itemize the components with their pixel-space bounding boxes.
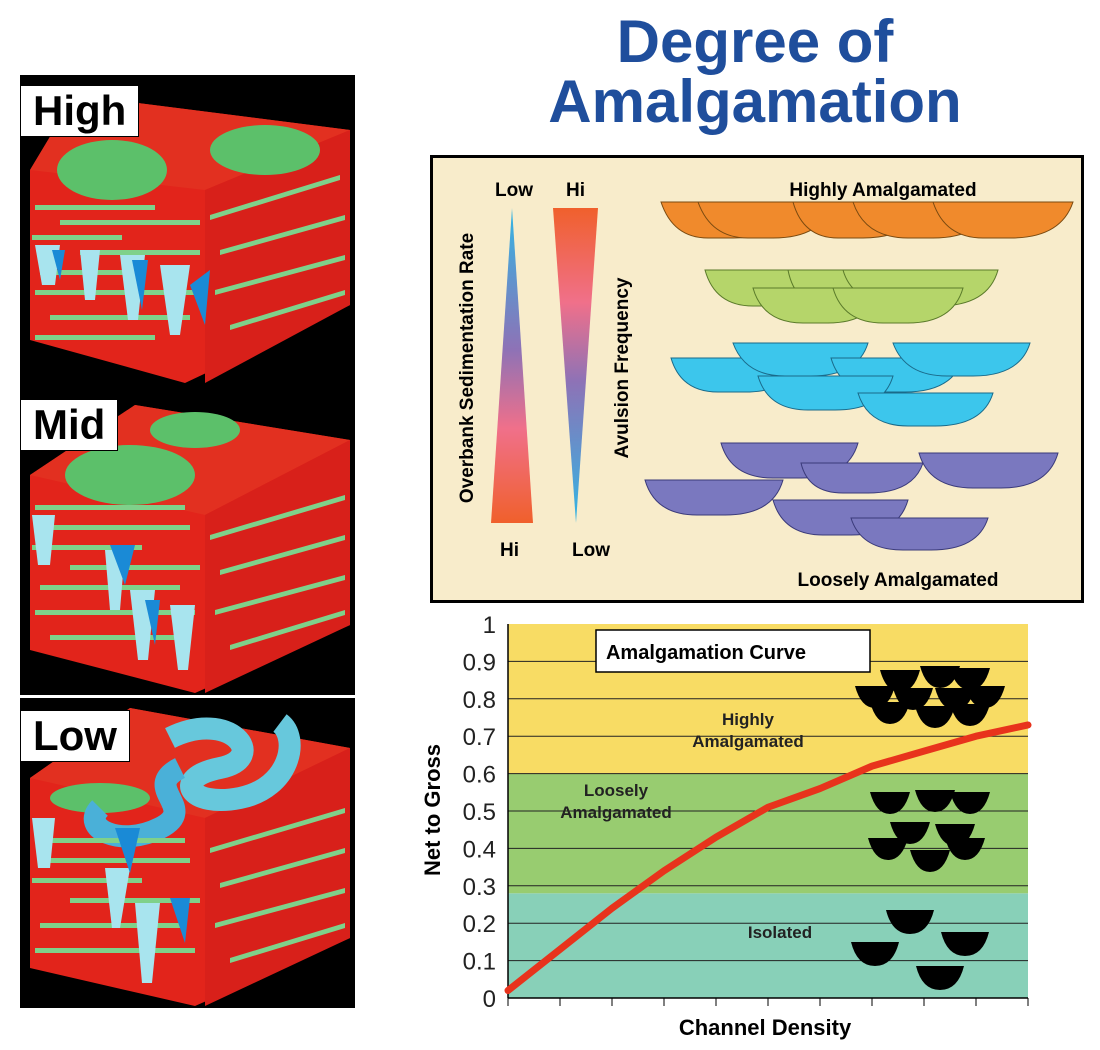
overbank-top-label: Low xyxy=(495,180,533,201)
channel-icon-16 xyxy=(910,850,950,872)
amalgamation-diagram-svg: Low Hi Overbank Sedimentation Rate Avuls… xyxy=(457,180,1074,591)
chart-ytick-label-8: 0.8 xyxy=(463,687,496,714)
chart-ytick-label-3: 0.3 xyxy=(463,874,496,901)
channel-icon-11 xyxy=(915,790,955,812)
avulsion-top-label: Hi xyxy=(566,180,585,201)
chart-ylabel: Net to Gross xyxy=(420,744,445,876)
channel-icon-18 xyxy=(886,910,934,934)
channel-icon-6 xyxy=(965,686,1005,708)
overbank-bottom-label: Hi xyxy=(500,540,519,561)
chart-ytick-label-4: 0.4 xyxy=(463,836,496,863)
title-line-1: Degree of xyxy=(616,8,894,75)
block-model-high: High xyxy=(20,75,355,385)
chart-title: Amalgamation Curve xyxy=(606,642,806,664)
chart-ytick-label-0: 0 xyxy=(483,986,496,1013)
channel-icon-10 xyxy=(870,792,910,814)
channel-row-3 xyxy=(670,342,1031,427)
channel-row-loosely-amalgamated xyxy=(644,442,1059,551)
block-model-low: Low xyxy=(20,698,355,1008)
channel-row-highly-amalgamated xyxy=(660,201,1074,239)
chart-x-ticks xyxy=(507,998,1029,1006)
chart-band-label-loosely-amalgamated-line-1: Amalgamated xyxy=(560,803,671,822)
chart-ytick-label-6: 0.6 xyxy=(463,762,496,789)
block-model-mid: Mid xyxy=(20,385,355,695)
channel-icon-9 xyxy=(950,704,990,726)
block-model-low-image xyxy=(30,708,350,1006)
avulsion-bottom-label: Low xyxy=(572,540,610,561)
chart-title-box xyxy=(595,629,871,673)
avulsion-wedge xyxy=(553,208,598,523)
chart-y-ticks: 0 0.1 0.2 0.3 0.4 0.5 0.6 0.7 0.8 0.9 1 xyxy=(463,612,496,1013)
channel-icon-1 xyxy=(920,666,960,688)
chart-band-labels: Highly Amalgamated Loosely Amalgamated Isola… xyxy=(560,710,812,942)
channel-icon-8 xyxy=(915,706,955,728)
chart-ytick-label-10: 1 xyxy=(483,612,496,639)
label-high: High xyxy=(20,85,140,137)
channel-icon-12 xyxy=(950,792,990,814)
amalgamation-curve-chart: 0 0.1 0.2 0.3 0.4 0.5 0.6 0.7 0.8 0.9 1 Highly Amal… xyxy=(420,612,1032,1040)
avulsion-frequency-label: Avulsion Frequency xyxy=(612,277,633,458)
chart-band-label-isolated-line-0: Isolated xyxy=(748,923,812,942)
chart-ytick-label-1: 0.1 xyxy=(463,949,496,976)
channel-icon-2 xyxy=(950,668,990,690)
loosely-amalgamated-label: Loosely Amalgamated xyxy=(798,570,999,591)
chart-band-label-highly-amalgamated-line-1: Amalgamated xyxy=(692,732,803,751)
title-line-2: Amalgamation xyxy=(548,68,962,135)
label-mid: Mid xyxy=(20,399,119,451)
page-title: Degree of Amalgamation xyxy=(500,12,1010,132)
channel-row-2 xyxy=(704,269,999,324)
chart-series xyxy=(504,721,1032,995)
chart-xlabel: Channel Density xyxy=(679,1015,852,1040)
amalgamation-diagram: Low Hi Overbank Sedimentation Rate Avuls… xyxy=(430,155,1084,603)
overbank-rate-label: Overbank Sedimentation Rate xyxy=(457,233,478,503)
channel-icon-17 xyxy=(945,838,985,860)
highly-amalgamated-label: Highly Amalgamated xyxy=(789,180,976,201)
label-low: Low xyxy=(20,710,130,762)
channel-icon-15 xyxy=(868,838,908,860)
chart-channel-icons xyxy=(851,666,1005,990)
channel-icon-7 xyxy=(870,702,910,724)
overbank-wedge xyxy=(491,208,533,523)
chart-ytick-label-2: 0.2 xyxy=(463,911,496,938)
chart-ytick-label-5: 0.5 xyxy=(463,799,496,826)
channel-icon-20 xyxy=(851,942,899,966)
chart-band-label-highly-amalgamated-line-0: Highly xyxy=(722,710,774,729)
chart-ytick-label-9: 0.9 xyxy=(463,649,496,676)
channel-icon-21 xyxy=(916,966,964,990)
chart-band-label-loosely-amalgamated-line-0: Loosely xyxy=(584,781,649,800)
chart-series-line-0 xyxy=(504,721,1032,995)
channel-icon-19 xyxy=(941,932,989,956)
chart-ytick-label-7: 0.7 xyxy=(463,724,496,751)
